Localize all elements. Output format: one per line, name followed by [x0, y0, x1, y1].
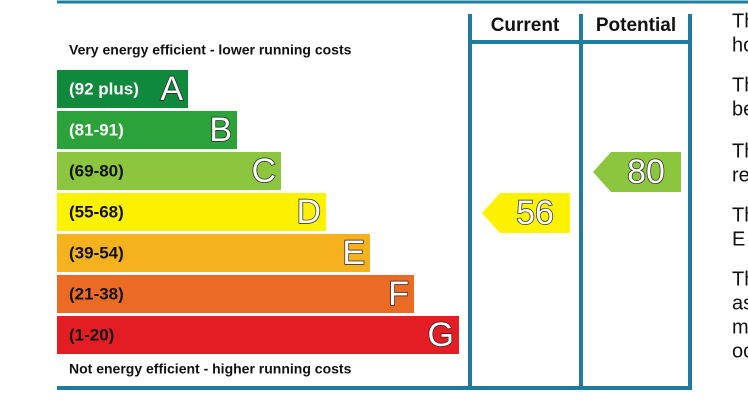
side-text: m [732, 316, 748, 338]
band-bar [57, 275, 414, 313]
side-text: Th [732, 74, 748, 96]
side-text: ho [732, 34, 748, 56]
potential-arrow [593, 152, 681, 192]
band-letter: G [428, 316, 454, 354]
side-text: E [732, 228, 745, 250]
side-text: Th [732, 268, 748, 290]
side-text: Th [732, 204, 748, 226]
side-text: oc [732, 340, 748, 362]
band-letter: D [296, 193, 321, 231]
side-text: re [732, 164, 748, 186]
band-range: (21-38) [69, 284, 124, 303]
band-bar [57, 70, 188, 108]
band-range: (39-54) [69, 243, 124, 262]
side-text: as [732, 292, 748, 314]
band-range: (92 plus) [69, 79, 139, 98]
band-letter: C [251, 152, 276, 190]
bottom-note: Not energy efficient - higher running co… [69, 361, 352, 377]
side-text: be [732, 98, 748, 120]
band-letter: E [342, 234, 365, 272]
band-bar [57, 234, 370, 272]
current-arrow [482, 193, 570, 233]
band-letter: A [160, 70, 183, 108]
band-letter: B [209, 111, 232, 149]
band-letter: F [388, 275, 409, 313]
band-range: (55-68) [69, 202, 124, 221]
potential-score: 80 [627, 153, 665, 191]
side-text: Th [732, 10, 748, 32]
side-text: Th [732, 140, 748, 162]
band-range: (69-80) [69, 161, 124, 180]
band-bar [57, 316, 459, 354]
current-header: Current [491, 15, 560, 36]
band-bar [57, 152, 281, 190]
potential-header: Potential [596, 15, 676, 36]
band-bar [57, 111, 237, 149]
band-range: (1-20) [69, 325, 114, 344]
top-note: Very energy efficient - lower running co… [69, 42, 352, 58]
current-score: 56 [516, 194, 554, 232]
band-range: (81-91) [69, 120, 124, 139]
band-bar [57, 193, 326, 231]
